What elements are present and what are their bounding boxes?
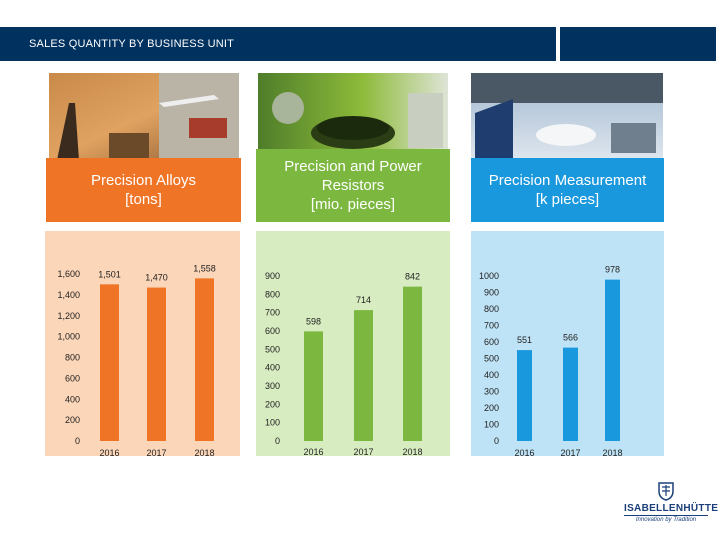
alloys-title-card: Precision Alloys [tons] <box>46 158 241 222</box>
alloys-y-tick-label: 800 <box>65 353 80 363</box>
measurement-y-tick-label: 1000 <box>479 271 499 281</box>
logo-name: ISABELLENHÜTTE <box>624 503 719 514</box>
alloys-bar-2016 <box>100 284 119 441</box>
measurement-y-tick-label: 300 <box>484 387 499 397</box>
resistors-x-tick-label: 2016 <box>303 447 323 457</box>
resistors-y-tick-label: 200 <box>265 399 280 409</box>
measurement-y-tick-label: 800 <box>484 304 499 314</box>
alloys-y-tick-label: 0 <box>75 436 80 446</box>
measurement-x-tick-label: 2018 <box>602 448 622 458</box>
alloys-y-tick-label: 1,000 <box>57 332 80 342</box>
measurement-value-label: 978 <box>605 265 620 275</box>
alloys-y-tick-label: 400 <box>65 394 80 404</box>
resistors-y-tick-label: 300 <box>265 381 280 391</box>
alloys-value-label: 1,501 <box>98 269 121 279</box>
measurement-photo-collage <box>471 73 663 160</box>
resistors-x-tick-label: 2018 <box>402 447 422 457</box>
resistors-y-tick-label: 100 <box>265 418 280 428</box>
measurement-y-tick-label: 900 <box>484 288 499 298</box>
resistors-bar-2017 <box>354 310 373 441</box>
alloys-x-tick-label: 2018 <box>194 448 214 458</box>
alloys-bar-2018 <box>195 278 214 441</box>
measurement-bar-2017 <box>563 347 578 441</box>
measurement-bar-2018 <box>605 279 620 441</box>
resistors-x-tick-label: 2017 <box>353 447 373 457</box>
header-separator <box>556 27 560 61</box>
measurement-y-tick-label: 600 <box>484 337 499 347</box>
resistors-value-label: 842 <box>405 272 420 282</box>
alloys-photo-collage <box>49 73 239 160</box>
resistors-y-tick-label: 0 <box>275 436 280 446</box>
measurement-value-label: 566 <box>563 333 578 343</box>
measurement-x-tick-label: 2017 <box>560 448 580 458</box>
alloys-y-tick-label: 1,400 <box>57 290 80 300</box>
alloys-y-tick-label: 1,600 <box>57 269 80 279</box>
resistors-value-label: 598 <box>306 316 321 326</box>
company-logo: ISABELLENHÜTTE Innovation by Tradition <box>624 481 719 523</box>
measurement-y-tick-label: 0 <box>494 436 499 446</box>
resistors-title-card: Precision and Power Resistors [mio. piec… <box>256 149 450 222</box>
page-title: SALES QUANTITY BY BUSINESS UNIT <box>29 38 235 50</box>
resistors-y-tick-label: 500 <box>265 344 280 354</box>
measurement-value-label: 551 <box>517 335 532 345</box>
alloys-y-tick-label: 1,200 <box>57 311 80 321</box>
alloys-x-tick-label: 2017 <box>146 448 166 458</box>
measurement-bar-2016 <box>517 350 532 441</box>
measurement-title-card: Precision Measurement [k pieces] <box>471 158 664 222</box>
resistors-value-label: 714 <box>356 295 371 305</box>
alloys-bar-2017 <box>147 287 166 441</box>
measurement-y-tick-label: 100 <box>484 420 499 430</box>
measurement-y-tick-label: 200 <box>484 403 499 413</box>
resistors-y-tick-label: 400 <box>265 363 280 373</box>
measurement-x-tick-label: 2016 <box>514 448 534 458</box>
resistors-y-tick-label: 900 <box>265 271 280 281</box>
alloys-y-tick-label: 200 <box>65 415 80 425</box>
alloys-value-label: 1,470 <box>145 273 168 283</box>
resistors-y-tick-label: 600 <box>265 326 280 336</box>
measurement-y-tick-label: 700 <box>484 321 499 331</box>
resistors-photo-collage <box>258 73 448 160</box>
resistors-bar-2016 <box>304 331 323 441</box>
logo-tagline: Innovation by Tradition <box>624 515 708 523</box>
resistors-y-tick-label: 700 <box>265 308 280 318</box>
crest-icon <box>658 482 674 501</box>
alloys-x-tick-label: 2016 <box>99 448 119 458</box>
resistors-y-tick-label: 800 <box>265 289 280 299</box>
header-separator <box>716 27 720 61</box>
measurement-y-tick-label: 400 <box>484 370 499 380</box>
alloys-y-tick-label: 600 <box>65 373 80 383</box>
measurement-y-tick-label: 500 <box>484 354 499 364</box>
alloys-value-label: 1,558 <box>193 263 216 273</box>
header-bar: SALES QUANTITY BY BUSINESS UNIT <box>0 27 720 61</box>
resistors-bar-2018 <box>403 286 422 441</box>
